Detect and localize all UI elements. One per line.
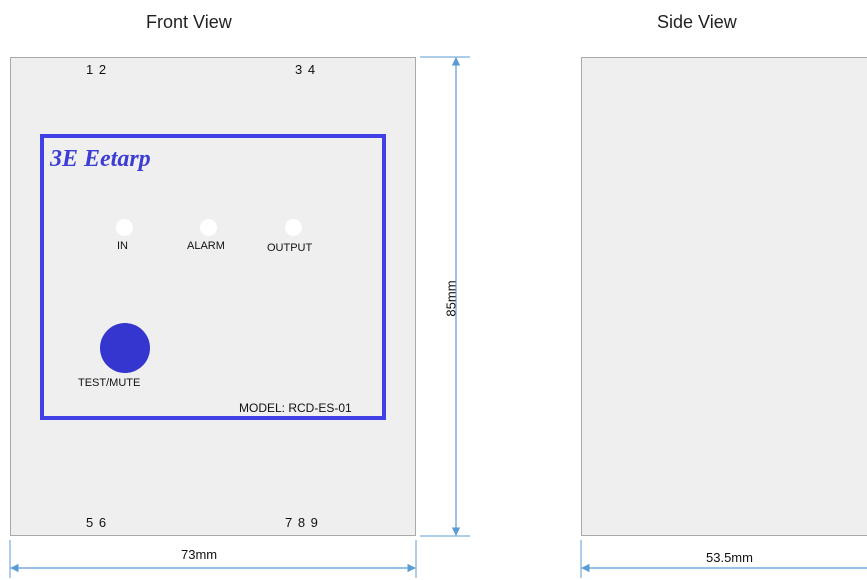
led-output <box>285 219 302 236</box>
terminals-bottom-right: 7 8 9 <box>285 515 319 530</box>
model-label: MODEL: RCD-ES-01 <box>239 401 352 415</box>
led-alarm <box>200 219 217 236</box>
led-label-alarm: ALARM <box>187 240 225 252</box>
led-in <box>116 219 133 236</box>
side-view-title: Side View <box>657 12 737 32</box>
side-panel <box>581 57 867 536</box>
terminals-top-right: 3 4 <box>295 62 317 77</box>
front-view-title: Front View <box>146 12 232 32</box>
front-height-dimension: 85mm <box>443 280 459 317</box>
module-face <box>40 134 386 420</box>
test-mute-label: TEST/MUTE <box>78 377 141 389</box>
terminals-top-left: 1 2 <box>86 62 108 77</box>
brand-logo: 3E Eetarp <box>50 146 151 172</box>
led-label-in: IN <box>117 240 128 252</box>
led-label-output: OUTPUT <box>267 242 313 254</box>
terminals-bottom-left: 5 6 <box>86 515 108 530</box>
front-width-dimension: 73mm <box>181 547 218 562</box>
test-mute-button[interactable] <box>100 323 150 373</box>
side-width-dimension: 53.5mm <box>706 550 753 565</box>
